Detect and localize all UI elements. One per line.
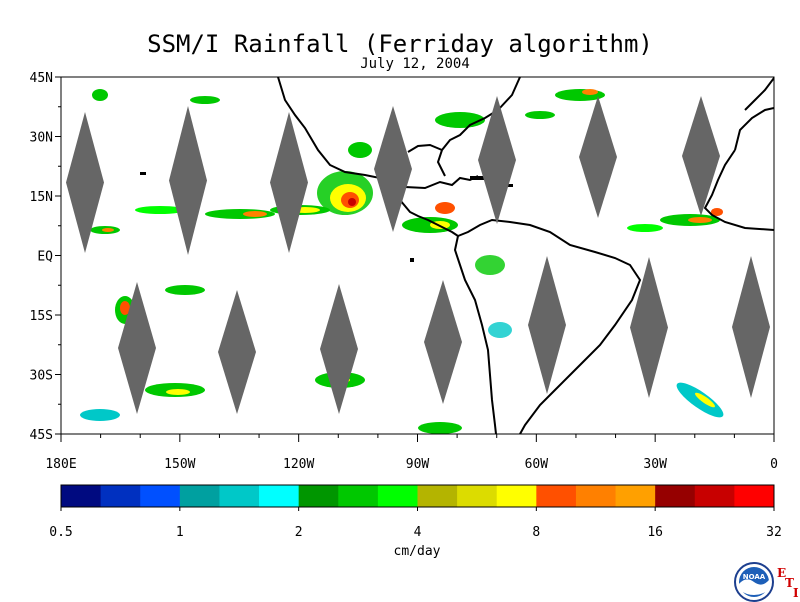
lat-tick-label: 15N	[30, 190, 53, 205]
colorbar-tick-label: 8	[532, 525, 540, 540]
lon-tick-label: 90W	[406, 457, 430, 472]
no-data-diamond	[732, 256, 770, 398]
colorbar-swatch	[694, 485, 735, 507]
map-date: July 12, 2004	[360, 56, 470, 72]
lon-tick-label: 30W	[643, 457, 667, 472]
colorbar-tick-label: 16	[647, 525, 663, 540]
no-data-diamond	[630, 257, 668, 398]
no-data-diamond	[320, 284, 358, 414]
colorbar-swatch	[496, 485, 537, 507]
coastlines	[277, 77, 774, 434]
colorbar-swatch	[377, 485, 418, 507]
map-frame	[60, 76, 775, 435]
lon-tick-label: 180E	[45, 457, 76, 472]
colorbar-tick-label: 0.5	[49, 525, 72, 540]
colorbar-unit: cm/day	[394, 544, 441, 559]
colorbar-tick-label: 4	[414, 525, 422, 540]
colorbar	[60, 484, 775, 508]
colorbar-swatch	[100, 485, 141, 507]
lon-tick-label: 150W	[164, 457, 195, 472]
colorbar-swatch	[61, 485, 102, 507]
colorbar-swatch	[536, 485, 577, 507]
colorbar-swatch	[179, 485, 220, 507]
noaa-logo-text: NOAA	[743, 573, 766, 581]
colorbar-swatch	[655, 485, 696, 507]
no-data-diamond	[528, 256, 566, 394]
no-data-diamond	[218, 290, 256, 414]
colorbar-swatch	[417, 485, 458, 507]
noaa-logo: NOAA	[734, 562, 774, 602]
no-data-diamond	[169, 106, 207, 255]
lat-tick-label: 45N	[30, 71, 53, 86]
no-data-diamond	[478, 96, 516, 224]
colorbar-swatch	[615, 485, 656, 507]
logo-letter-e: E	[777, 566, 787, 580]
lat-tick-label: 30N	[30, 131, 53, 146]
no-data-diamond	[579, 96, 617, 218]
rainfall-patches	[80, 89, 724, 434]
lon-tick-label: 120W	[283, 457, 314, 472]
lon-tick-label: 60W	[525, 457, 549, 472]
colorbar-swatch	[259, 485, 300, 507]
map-title: SSM/I Rainfall (Ferriday algorithm)	[147, 30, 653, 58]
no-data-diamond	[424, 280, 462, 404]
longitude-axis: 180E 150W 120W 90W 60W 30W 0	[45, 434, 778, 472]
map-content	[66, 77, 774, 434]
no-data-swath-gaps	[66, 96, 770, 414]
colorbar-swatch	[219, 485, 260, 507]
colorbar-swatch	[140, 485, 181, 507]
colorbar-tick-label: 32	[766, 525, 782, 540]
colorbar-swatch	[338, 485, 379, 507]
lat-tick-label: EQ	[37, 250, 53, 265]
no-data-diamond	[374, 106, 412, 232]
colorbar-swatch	[457, 485, 498, 507]
lat-tick-label: 45S	[30, 428, 53, 443]
no-data-diamond	[118, 282, 156, 414]
lat-tick-label: 30S	[30, 369, 53, 384]
lon-tick-label: 0	[770, 457, 778, 472]
logo-letter-t: T	[785, 576, 794, 590]
colorbar-swatch	[575, 485, 617, 507]
colorbar-tick-label: 2	[295, 525, 303, 540]
lat-tick-label: 15S	[30, 309, 53, 324]
logo-letter-i: I	[793, 586, 799, 600]
no-data-diamond	[682, 96, 720, 216]
latitude-axis: 45N 30N 15N EQ 15S 30S 45S	[30, 71, 61, 443]
no-data-diamond	[270, 112, 308, 253]
colorbar-tick-label: 1	[176, 525, 184, 540]
colorbar-tick-labels: 0.5 1 2 4 8 16 32	[49, 507, 782, 540]
no-data-diamond	[66, 112, 104, 253]
colorbar-swatch	[734, 485, 775, 507]
colorbar-swatch	[298, 485, 339, 507]
